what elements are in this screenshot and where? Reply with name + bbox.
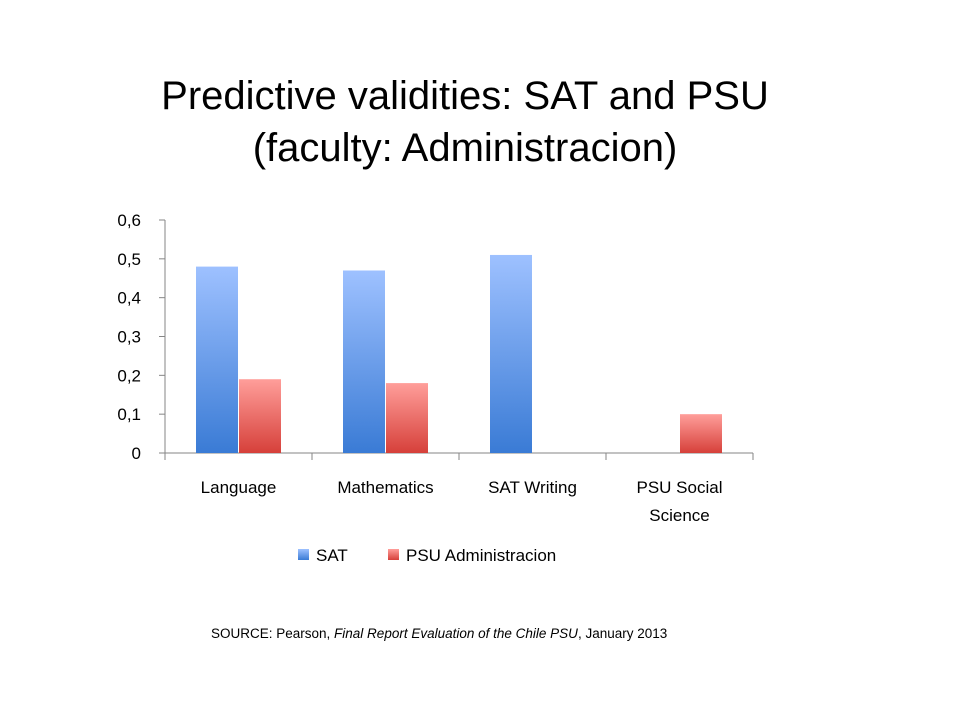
chart-subtitle: (faculty: Administracion): [252, 126, 678, 170]
source-note: SOURCE: Pearson, Final Report Evaluation…: [211, 626, 667, 641]
x-tick-label-psu-social-science: PSU Social Science: [637, 478, 723, 525]
y-tick-label: 0: [132, 444, 141, 463]
bar-sat-language: [196, 266, 238, 453]
y-tick-label: 0,2: [117, 366, 141, 385]
bar-psu-administracion-mathematics: [386, 383, 428, 453]
chart-title: Predictive validities: SAT and PSU: [161, 74, 769, 118]
y-tick-label: 0,5: [117, 250, 141, 269]
y-tick-label: 0,1: [117, 405, 141, 424]
source-prefix: SOURCE: Pearson,: [211, 626, 335, 641]
chart-title-block: Predictive validities: SAT and PSU (facu…: [0, 70, 930, 174]
legend-swatch-psu-administracion: [388, 549, 399, 560]
x-tick-label-language: Language: [201, 478, 277, 497]
chart-bars: [196, 254, 722, 453]
x-tick-labels: Language Mathematics SAT Writing PSU Social…: [201, 478, 723, 525]
bar-psu-administracion-psu-social-science: [680, 414, 722, 453]
bar-psu-administracion-language: [239, 379, 281, 453]
source-report-title: Final Report Evaluation of the Chile PSU: [334, 626, 578, 641]
bar-sat-sat-writing: [490, 254, 532, 453]
legend-label-psu-administracion: PSU Administracion: [406, 546, 556, 565]
y-tick-label: 0,4: [117, 289, 141, 308]
source-suffix: , January 2013: [577, 626, 668, 641]
x-tick-label-mathematics: Mathematics: [337, 478, 433, 497]
y-tick-labels: 0 0,1 0,2 0,3 0,4 0,5 0,6: [117, 211, 141, 463]
x-tick-label-sat-writing: SAT Writing: [488, 478, 577, 497]
chart-legend: SAT PSU Administracion: [298, 546, 556, 565]
y-tick-label: 0,6: [117, 211, 141, 230]
y-tick-label: 0,3: [117, 328, 141, 347]
legend-label-sat: SAT: [316, 546, 348, 565]
legend-swatch-sat: [298, 549, 309, 560]
bar-sat-mathematics: [343, 270, 385, 453]
